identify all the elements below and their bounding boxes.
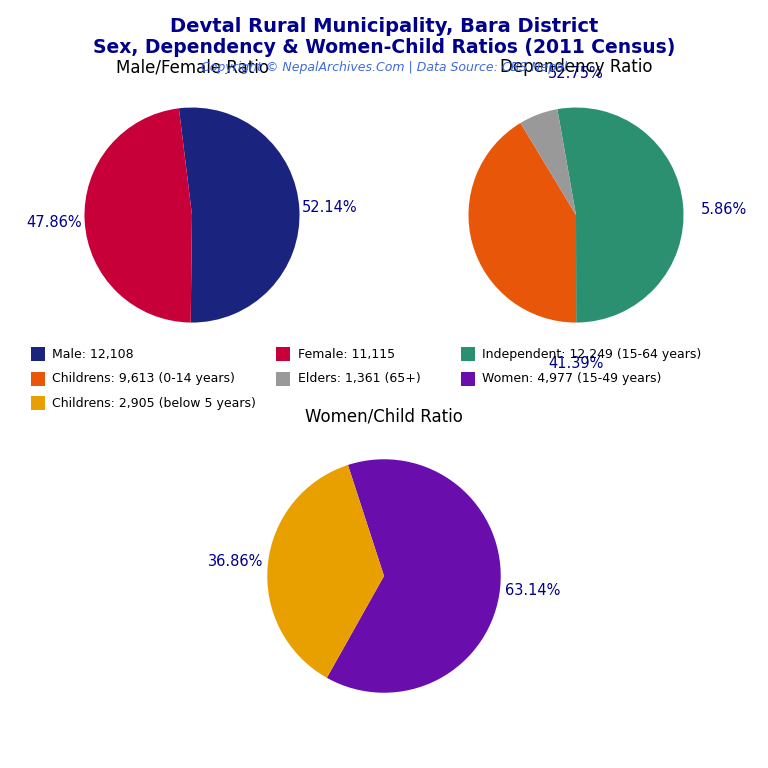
Text: Devtal Rural Municipality, Bara District: Devtal Rural Municipality, Bara District [170,17,598,36]
Wedge shape [179,108,300,323]
Wedge shape [468,123,576,323]
Wedge shape [327,459,501,693]
Text: 47.86%: 47.86% [27,215,82,230]
Text: 52.14%: 52.14% [302,200,357,215]
Text: 63.14%: 63.14% [505,583,561,598]
Text: Independent: 12,249 (15-64 years): Independent: 12,249 (15-64 years) [482,348,701,360]
Text: Male: 12,108: Male: 12,108 [52,348,134,360]
Title: Dependency Ratio: Dependency Ratio [500,58,652,76]
Text: Elders: 1,361 (65+): Elders: 1,361 (65+) [298,372,421,385]
Wedge shape [521,109,576,215]
Text: 52.75%: 52.75% [548,65,604,81]
Wedge shape [558,108,684,323]
Text: Female: 11,115: Female: 11,115 [298,348,395,360]
Wedge shape [84,108,192,323]
Text: Women: 4,977 (15-49 years): Women: 4,977 (15-49 years) [482,372,662,385]
Text: 36.86%: 36.86% [207,554,263,569]
Title: Male/Female Ratio: Male/Female Ratio [115,58,269,76]
Text: Childrens: 2,905 (below 5 years): Childrens: 2,905 (below 5 years) [52,397,256,409]
Wedge shape [267,465,384,678]
Text: 5.86%: 5.86% [701,202,747,217]
Text: Copyright © NepalArchives.Com | Data Source: CBS Nepal: Copyright © NepalArchives.Com | Data Sou… [201,61,567,74]
Text: Childrens: 9,613 (0-14 years): Childrens: 9,613 (0-14 years) [52,372,235,385]
Text: Sex, Dependency & Women-Child Ratios (2011 Census): Sex, Dependency & Women-Child Ratios (20… [93,38,675,57]
Title: Women/Child Ratio: Women/Child Ratio [305,408,463,425]
Text: 41.39%: 41.39% [548,356,604,371]
